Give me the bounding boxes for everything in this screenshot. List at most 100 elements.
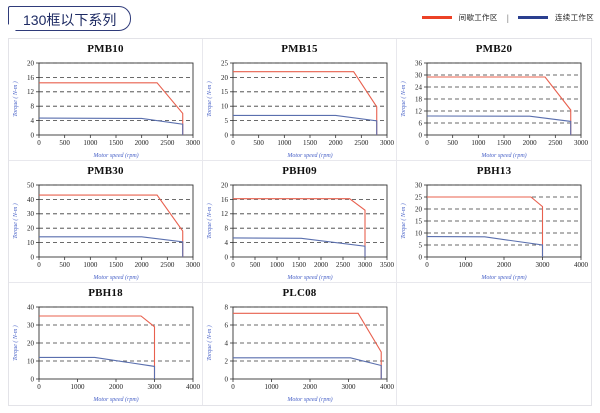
chart-cell-pbh09: PBH09 0 4 8 12 16 20 0 500 1000 1500 2000 2500 3000 35… — [203, 161, 397, 283]
x-tick-label: 500 — [59, 261, 70, 269]
y-tick-label: 0 — [224, 253, 228, 261]
y-axis-label: Torque ( N-m ) — [400, 81, 407, 116]
x-tick-label: 1500 — [109, 139, 124, 147]
x-tick-label: 0 — [425, 139, 429, 147]
legend: 间歇工作区 | 连续工作区 — [421, 12, 594, 23]
chart-title: PMB30 — [87, 165, 124, 177]
x-tick-label: 0 — [231, 139, 235, 147]
x-tick-label: 2500 — [160, 261, 175, 269]
x-tick-label: 1000 — [264, 383, 279, 391]
x-tick-label: 1000 — [471, 139, 486, 147]
x-tick-label: 500 — [249, 261, 260, 269]
x-tick-label: 2500 — [354, 139, 369, 147]
y-tick-label: 0 — [224, 131, 228, 139]
y-tick-label: 25 — [221, 59, 229, 67]
chart-cell-pbh13: PBH13 0 5 10 15 20 25 30 0 1000 2000 3000 4000 Motor … — [397, 161, 591, 283]
y-tick-label: 4 — [224, 239, 228, 247]
y-tick-label: 20 — [27, 339, 35, 347]
chart-plot: 0 10 20 30 40 0 1000 2000 3000 4000 Motor speed (r… — [12, 303, 201, 403]
y-tick-label: 30 — [27, 210, 35, 218]
y-tick-label: 40 — [27, 196, 35, 204]
y-tick-label: 12 — [221, 210, 229, 218]
x-tick-label: 1500 — [292, 261, 307, 269]
chart-plot: 0 2 4 6 8 0 1000 2000 3000 4000 Motor speed (rpm) T… — [206, 303, 395, 403]
chart-plot: 0 4 8 12 16 20 0 500 1000 1500 2000 2500 3000 Motor s… — [12, 59, 201, 159]
x-tick-label: 2500 — [548, 139, 563, 147]
x-tick-label: 2000 — [134, 261, 149, 269]
y-tick-label: 10 — [27, 357, 35, 365]
x-axis-label: Motor speed (rpm) — [286, 152, 332, 159]
x-tick-label: 0 — [231, 383, 235, 391]
series-line — [38, 356, 155, 379]
y-tick-label: 30 — [415, 181, 423, 189]
x-tick-label: 500 — [253, 139, 264, 147]
chart-cell-pmb30: PMB30 0 10 20 30 40 50 0 500 1000 1500 2000 2500 3000… — [9, 161, 203, 283]
series-line — [426, 236, 544, 257]
x-tick-label: 0 — [37, 383, 41, 391]
y-tick-label: 8 — [224, 303, 228, 311]
y-tick-label: 20 — [221, 74, 229, 82]
series-line — [232, 237, 366, 257]
x-tick-label: 3000 — [536, 261, 551, 269]
legend-swatch-continuous — [518, 16, 548, 19]
x-tick-label: 2000 — [497, 261, 512, 269]
series-line — [232, 114, 377, 135]
chart-plot: 0 5 10 15 20 25 30 0 1000 2000 3000 4000 Motor speed… — [400, 181, 589, 281]
x-axis-label: Motor speed (rpm) — [286, 396, 332, 403]
y-axis-label: Torque ( N-m ) — [12, 325, 19, 360]
y-tick-label: 20 — [415, 205, 423, 213]
page-title: 130框以下系列 — [8, 6, 131, 31]
series-line — [427, 76, 572, 135]
legend-label-continuous: 连续工作区 — [555, 13, 594, 22]
plot-frame — [38, 62, 193, 136]
series-line — [232, 198, 366, 257]
x-tick-label: 1500 — [109, 261, 124, 269]
series-line — [426, 115, 572, 135]
y-tick-label: 0 — [224, 375, 228, 383]
y-tick-label: 50 — [27, 181, 35, 189]
x-tick-label: 0 — [425, 261, 429, 269]
x-axis-label: Motor speed (rpm) — [286, 274, 332, 281]
x-tick-label: 3000 — [186, 139, 201, 147]
x-tick-label: 2000 — [134, 139, 149, 147]
x-tick-label: 2500 — [336, 261, 351, 269]
chart-title: PMB15 — [281, 43, 318, 55]
y-tick-label: 24 — [415, 83, 423, 91]
chart-title: PMB20 — [475, 43, 513, 55]
y-tick-label: 20 — [221, 181, 229, 189]
chart-cell-plc08: PLC08 0 2 4 6 8 0 1000 2000 3000 4000 Motor speed (… — [203, 283, 397, 405]
x-tick-label: 1500 — [303, 139, 318, 147]
x-tick-label: 3000 — [574, 139, 589, 147]
y-tick-label: 0 — [30, 253, 34, 261]
x-tick-label: 2500 — [160, 139, 175, 147]
x-axis-label: Motor speed (rpm) — [92, 152, 138, 159]
legend-label-intermittent: 间歇工作区 — [458, 13, 498, 22]
y-tick-label: 0 — [30, 131, 34, 139]
y-axis-label: Torque ( N-m ) — [206, 325, 213, 360]
y-axis-label: Torque ( N-m ) — [206, 203, 213, 238]
y-tick-label: 25 — [415, 193, 423, 201]
chart-cell-pmb15: PMB15 0 5 10 15 20 25 0 500 1000 1500 2000 2500 3000 M… — [203, 39, 397, 161]
x-tick-label: 0 — [37, 139, 41, 147]
y-tick-label: 6 — [224, 321, 228, 329]
x-tick-label: 2000 — [523, 139, 538, 147]
x-tick-label: 3000 — [147, 383, 162, 391]
y-tick-label: 20 — [27, 225, 35, 233]
y-tick-label: 12 — [27, 88, 35, 96]
y-tick-label: 0 — [419, 131, 423, 139]
x-tick-label: 3000 — [358, 261, 373, 269]
x-tick-label: 1000 — [83, 139, 98, 147]
x-axis-label: Motor speed (rpm) — [480, 274, 526, 281]
y-tick-label: 10 — [415, 229, 423, 237]
series-line — [232, 312, 382, 379]
x-tick-label: 3000 — [186, 261, 201, 269]
x-tick-label: 3000 — [380, 139, 395, 147]
x-tick-label: 2000 — [314, 261, 329, 269]
y-tick-label: 8 — [224, 225, 228, 233]
x-tick-label: 2000 — [303, 383, 318, 391]
chart-cell-pbh18: PBH18 0 10 20 30 40 0 1000 2000 3000 4000 Motor spe… — [9, 283, 203, 405]
chart-title: PLC08 — [282, 287, 317, 299]
y-tick-label: 18 — [415, 95, 423, 103]
y-axis-label: Torque ( N-m ) — [12, 203, 19, 238]
